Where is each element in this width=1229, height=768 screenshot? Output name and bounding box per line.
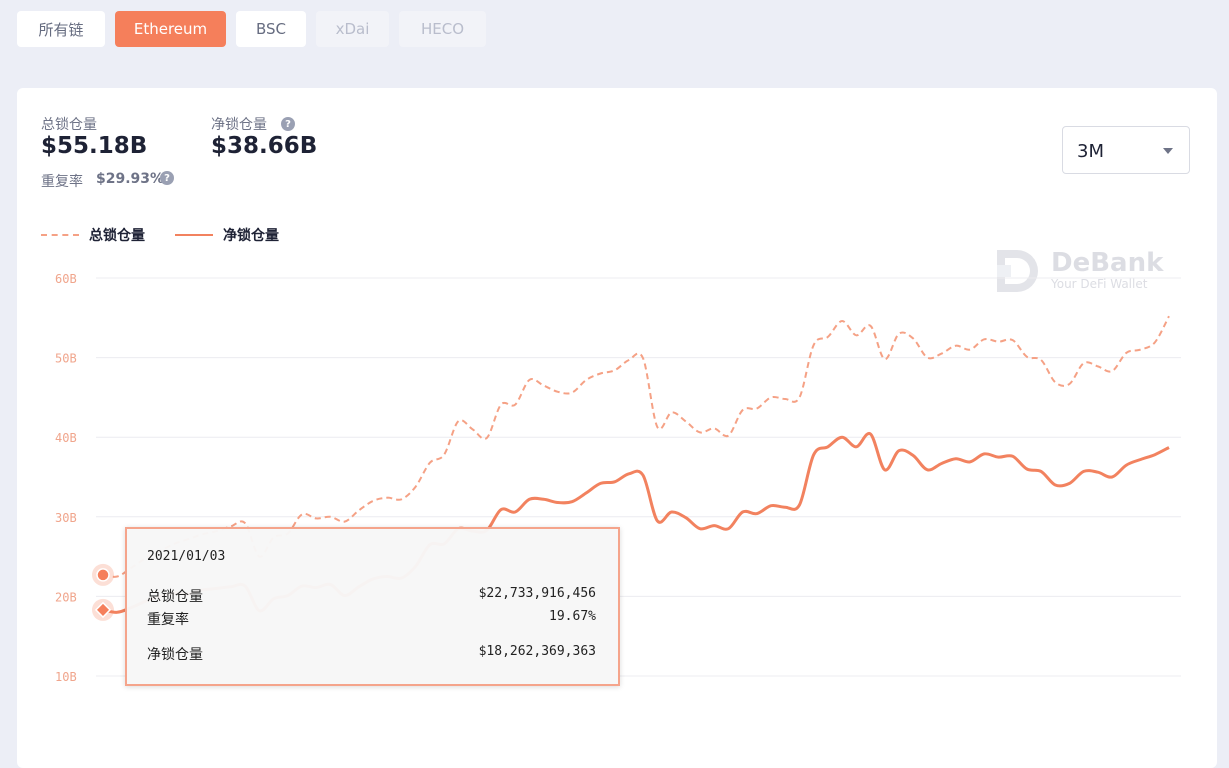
time-range-select[interactable]: 3M [1062, 126, 1190, 174]
tooltip-net-label: 净锁仓量 [147, 647, 203, 663]
tooltip-repeat-value: 19.67% [549, 609, 596, 624]
time-range-value: 3M [1077, 141, 1104, 162]
legend-net-label: 净锁仓量 [223, 228, 279, 244]
net-locked-label: 净锁仓量 [211, 117, 267, 133]
legend-net[interactable]: 净锁仓量 [175, 225, 279, 245]
net-locked-value: $38.66B [211, 133, 318, 159]
repeat-help-icon[interactable]: ? [160, 171, 174, 185]
tab-ethereum[interactable]: Ethereum [115, 11, 226, 47]
tooltip-total-label: 总锁仓量 [147, 589, 203, 605]
total-locked-value: $55.18B [41, 133, 148, 159]
repeat-rate-label: 重复率 [41, 174, 83, 190]
watermark-title: DeBank [1051, 248, 1164, 278]
hover-point-total [96, 568, 110, 582]
legend-solid-swatch [175, 234, 213, 236]
y-tick-label: 50B [55, 352, 77, 366]
tooltip-net-value: $18,262,369,363 [478, 644, 596, 659]
tooltip-total-value: $22,733,916,456 [478, 586, 596, 601]
chain-tabs: 所有链 Ethereum BSC xDai HECO [17, 11, 486, 47]
chevron-down-icon [1163, 148, 1173, 154]
tooltip-row-net: 净锁仓量 $18,262,369,363 [147, 644, 596, 664]
y-tick-label: 60B [55, 272, 77, 286]
legend-total[interactable]: 总锁仓量 [41, 225, 145, 245]
legend-dashed-swatch [41, 234, 79, 236]
total-locked-label: 总锁仓量 [41, 117, 97, 133]
watermark-subtitle: Your DeFi Wallet [1051, 277, 1148, 291]
tab-xdai[interactable]: xDai [316, 11, 389, 47]
y-tick-label: 30B [55, 511, 77, 525]
tooltip-date: 2021/01/03 [147, 549, 226, 564]
chart-tooltip: 2021/01/03 总锁仓量 $22,733,916,456 重复率 19.6… [125, 527, 620, 686]
hover-point-net [94, 601, 112, 619]
tab-all-chains[interactable]: 所有链 [17, 11, 105, 47]
tab-bsc[interactable]: BSC [236, 11, 306, 47]
y-tick-label: 20B [55, 590, 77, 604]
legend-total-label: 总锁仓量 [89, 228, 145, 244]
tooltip-row-repeat: 重复率 19.67% [147, 609, 596, 629]
tooltip-repeat-label: 重复率 [147, 612, 189, 628]
y-tick-label: 10B [55, 670, 77, 684]
tab-heco[interactable]: HECO [399, 11, 486, 47]
repeat-rate-value: $29.93% [96, 171, 165, 187]
tooltip-row-total: 总锁仓量 $22,733,916,456 [147, 586, 596, 606]
y-tick-label: 40B [55, 431, 77, 445]
net-help-icon[interactable]: ? [281, 117, 295, 131]
